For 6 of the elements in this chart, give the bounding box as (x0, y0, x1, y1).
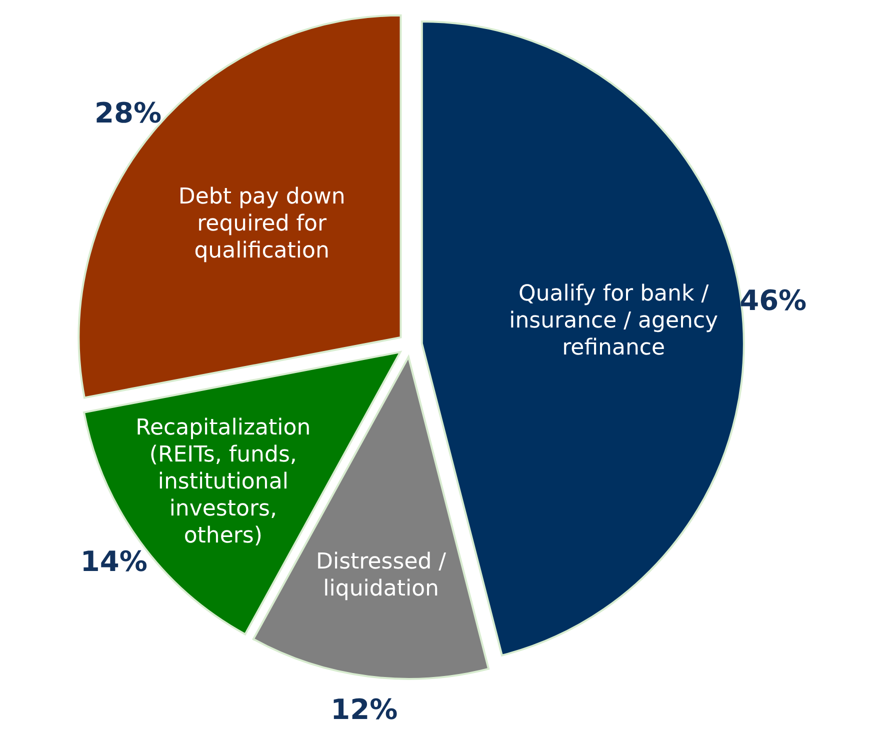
slice-label: Debt pay down required for qualification (178, 184, 346, 264)
data-label: 46% (740, 284, 807, 318)
slice-label: Qualify for bank / insurance / agency refinance (509, 281, 718, 360)
data-label: 28% (94, 96, 162, 130)
data-label: 12% (330, 693, 398, 726)
slice-label: Distressed / liquidation (316, 550, 447, 602)
